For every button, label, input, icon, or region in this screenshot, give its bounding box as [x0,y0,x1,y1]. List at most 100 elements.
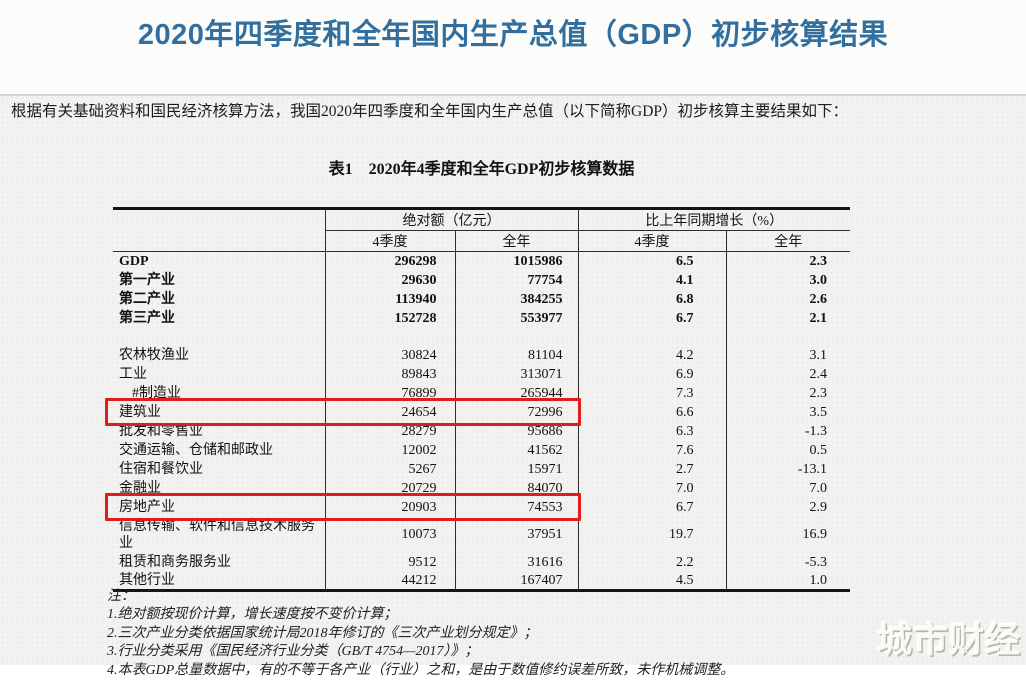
corner-cell [113,208,325,252]
row-label: 住宿和餐饮业 [119,461,203,477]
column-group-absolute: 绝对额（亿元） [324,208,578,231]
cell-year-growth: 2.6 [725,289,851,309]
subheader-q4-absolute: 4季度 [324,230,455,252]
row-label: 金融业 [119,480,161,496]
cell-q4-absolute: 296298 [324,251,455,271]
table-row: #制造业 76899 265944 7.3 2.3 [113,383,851,403]
cell-year-absolute: 15971 [454,459,578,479]
row-label: GDP [119,253,149,269]
cell-year-growth [725,327,851,346]
cell-q4-growth: 7.3 [577,383,726,403]
subheader-year-growth: 全年 [725,230,851,252]
table-row: 第二产业 113940 384255 6.8 2.6 [113,289,851,309]
table-row: 农林牧渔业 30824 81104 4.2 3.1 [113,345,851,365]
cell-q4-growth: 6.5 [577,251,726,271]
cell-year-growth: 2.3 [725,383,851,403]
cell-year-absolute: 84070 [454,478,578,498]
cell-year-absolute: 41562 [454,440,578,460]
table-caption: 表1 2020年4季度和全年GDP初步核算数据 [328,161,635,178]
row-label [113,328,325,346]
gdp-table: 绝对额（亿元） 比上年同期增长（%） 4季度 全年 4季度 全年 GDP 2962… [113,207,851,592]
row-label: 农林牧渔业 [119,347,189,363]
subheader-year-absolute: 全年 [454,230,578,252]
cell-year-growth: 2.4 [725,364,851,384]
cell-q4-absolute: 29630 [324,270,455,290]
cell-q4-absolute: 44212 [324,571,455,591]
cell-q4-absolute: 20729 [324,478,455,498]
cell-year-absolute: 384255 [454,289,578,309]
table-row: 信息传输、软件和信息技术服务业 10073 37951 19.7 16.9 [113,516,851,553]
cell-year-growth: 2.9 [725,497,851,517]
row-label: 建筑业 [119,404,161,420]
table-row: 租赁和商务服务业 9512 31616 2.2 -5.3 [113,552,851,572]
table-row: 第一产业 29630 77754 4.1 3.0 [113,270,851,290]
cell-year-growth: 3.1 [725,345,851,365]
cell-q4-absolute: 28279 [324,421,455,441]
table-row: 工业 89843 313071 6.9 2.4 [113,364,851,384]
cell-year-growth: 16.9 [725,516,851,553]
cell-year-growth: -1.3 [725,421,851,441]
cell-q4-growth: 7.0 [577,478,726,498]
cell-q4-absolute [324,327,455,346]
cell-year-growth: -5.3 [725,552,851,572]
column-group-growth: 比上年同期增长（%） [577,208,851,231]
cell-year-absolute: 95686 [454,421,578,441]
table-row: 批发和零售业 28279 95686 6.3 -1.3 [113,421,851,441]
note-item: 1.绝对额按现价计算，增长速度按不变价计算； [107,607,398,623]
note-item: 4.本表GDP总量数据中，有的不等于各产业（行业）之和，是由于数值修约误差所致，… [107,662,735,678]
cell-year-growth: 3.0 [725,270,851,290]
row-label: 批发和零售业 [119,423,203,439]
cell-year-absolute: 77754 [454,270,578,290]
cell-year-absolute: 1015986 [454,251,578,271]
cell-q4-absolute: 30824 [324,345,455,365]
cell-year-absolute: 265944 [454,383,578,403]
cell-q4-growth: 6.8 [577,289,726,309]
cell-year-growth: 3.5 [725,402,851,422]
cell-q4-absolute: 113940 [324,289,455,309]
table-spacer-row [113,327,851,346]
cell-q4-growth [577,327,726,346]
cell-year-absolute: 74553 [454,497,578,517]
cell-year-growth: -13.1 [725,459,851,479]
row-label: 第二产业 [119,291,175,307]
article-header: 2020年四季度和全年国内生产总值（GDP）初步核算结果 [0,0,1026,96]
intro-paragraph: 根据有关基础资料和国民经济核算方法，我国2020年四季度和全年国内生产总值（以下… [11,103,849,120]
row-label: 其他行业 [119,572,175,588]
row-label: #制造业 [132,385,181,401]
cell-year-growth: 7.0 [725,478,851,498]
cell-year-growth: 0.5 [725,440,851,460]
cell-q4-growth: 4.2 [577,345,726,365]
table-row: 第三产业 152728 553977 6.7 2.1 [113,308,851,328]
watermark: 城市财经 [876,621,1021,660]
note-item: 3.行业分类采用《国民经济行业分类（GB/T 4754—2017）》； [107,644,479,660]
cell-year-growth: 1.0 [725,571,851,591]
cell-q4-absolute: 12002 [324,440,455,460]
cell-year-absolute: 31616 [454,552,578,572]
cell-q4-growth: 2.2 [577,552,726,572]
cell-q4-growth: 4.5 [577,571,726,591]
cell-q4-absolute: 5267 [324,459,455,479]
row-label: 租赁和商务服务业 [119,554,231,570]
notes-section: 注： 1.绝对额按现价计算，增长速度按不变价计算； 2.三次产业分类依据国家统计局… [107,588,967,680]
cell-q4-absolute: 152728 [324,308,455,328]
table-row: 金融业 20729 84070 7.0 7.0 [113,478,851,498]
cell-year-absolute: 167407 [454,571,578,591]
cell-q4-growth: 6.7 [577,497,726,517]
cell-year-absolute: 313071 [454,364,578,384]
cell-year-growth: 2.1 [725,308,851,328]
cell-q4-growth: 19.7 [577,516,726,553]
row-label: 工业 [119,366,147,382]
table-row: 其他行业 44212 167407 4.5 1.0 [113,571,851,591]
cell-q4-growth: 7.6 [577,440,726,460]
row-label: 第一产业 [119,272,175,288]
cell-q4-absolute: 10073 [324,516,455,553]
row-label: 交通运输、仓储和邮政业 [119,442,273,458]
row-label: 信息传输、软件和信息技术服务业 [119,518,315,551]
cell-year-absolute: 553977 [454,308,578,328]
cell-q4-growth: 6.6 [577,402,726,422]
note-item: 2.三次产业分类依据国家统计局2018年修订的《三次产业划分规定》； [107,625,538,641]
cell-q4-absolute: 20903 [324,497,455,517]
table-row: 房地产业 20903 74553 6.7 2.9 [113,497,851,517]
page-title: 2020年四季度和全年国内生产总值（GDP）初步核算结果 [137,19,889,51]
